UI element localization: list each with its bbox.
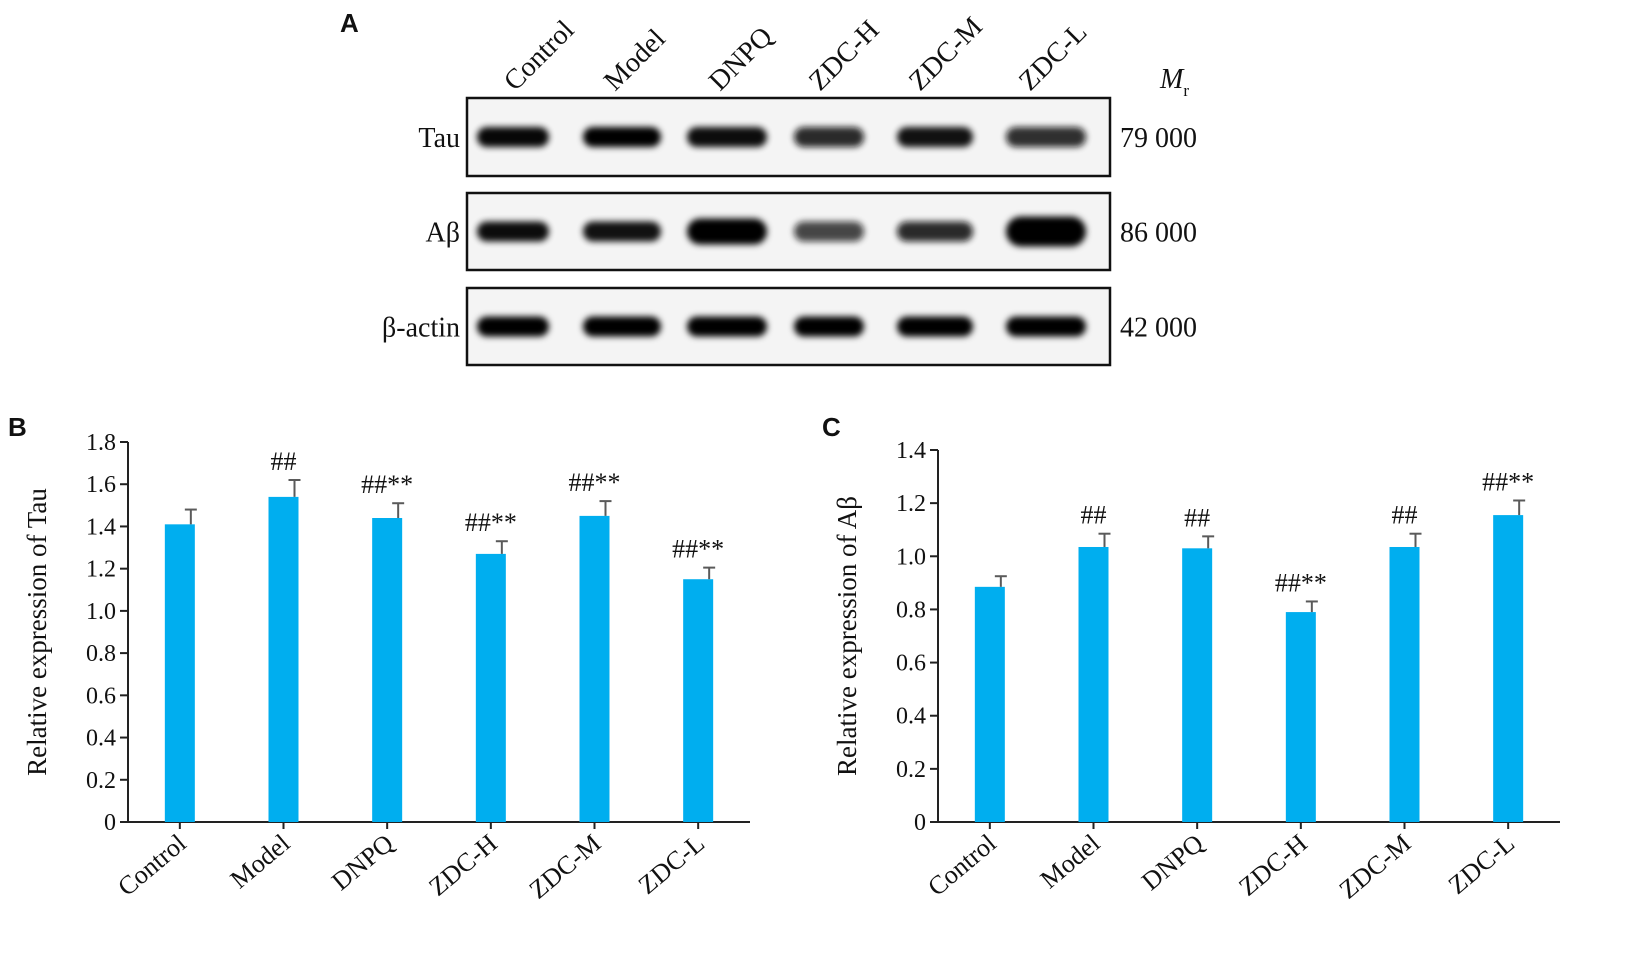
blot-band [477, 316, 549, 337]
significance-label: ##** [1275, 568, 1327, 597]
mr-label: Mr [1159, 64, 1189, 100]
blot-row: Aβ 86 000 [426, 191, 1197, 272]
mr-symbol: M [1159, 64, 1185, 95]
y-tick-label: 0.4 [896, 704, 926, 730]
panel-a-label: A [340, 8, 359, 38]
blot-band [477, 221, 549, 242]
blot-lane-label: ZDC-H [803, 15, 885, 97]
y-tick-label: 0.8 [86, 641, 116, 667]
x-category-label: ZDC-M [524, 828, 607, 904]
bar [268, 496, 299, 822]
significance-label: ## [1392, 501, 1418, 530]
blot-band [794, 127, 864, 147]
bar [372, 518, 403, 822]
bar [1285, 612, 1316, 822]
blot-band [897, 221, 973, 242]
x-category-label: ZDC-H [423, 828, 503, 901]
x-category-label: Control [922, 828, 1002, 901]
blot-band [1006, 216, 1086, 247]
blot-membrane [465, 286, 1112, 367]
y-tick-label: 0.6 [86, 683, 116, 709]
blot-band [897, 316, 973, 337]
y-tick-label: 1.2 [896, 491, 926, 517]
x-category-label: ZDC-H [1233, 828, 1313, 901]
blot-mw-label: 79 000 [1120, 123, 1197, 154]
mr-subscript: r [1183, 81, 1189, 100]
significance-label: ##** [569, 468, 621, 497]
western-blot-panel: Control Model DNPQ ZDC-H ZDC-M ZDC-L Mr Tau 79… [382, 11, 1197, 367]
y-tick-label: 0 [104, 810, 116, 836]
panel-c-label: C [822, 412, 841, 442]
bar [579, 515, 610, 822]
blot-band [687, 316, 767, 337]
x-category-label: Model [1035, 828, 1106, 894]
x-category-label: Model [225, 828, 296, 894]
y-tick-label: 1.8 [86, 430, 116, 456]
significance-label: ## [1081, 501, 1107, 530]
significance-label: ##** [1482, 467, 1534, 496]
bar [1389, 546, 1420, 822]
y-tick-label: 0.6 [896, 651, 926, 677]
blot-lane-label: ZDC-M [903, 11, 989, 97]
y-tick-label: 1.2 [86, 557, 116, 583]
bar [1182, 548, 1213, 822]
blot-lane-label: DNPQ [703, 21, 779, 97]
x-category-label: DNPQ [1136, 828, 1209, 896]
y-tick-label: 0.2 [896, 757, 926, 783]
y-tick-label: 1.0 [86, 599, 116, 625]
significance-label: ##** [465, 508, 517, 537]
blot-band [1006, 127, 1086, 147]
blot-band [1006, 316, 1086, 337]
bar [1078, 546, 1109, 822]
y-tick-label: 1.6 [86, 472, 116, 498]
blot-band [477, 127, 549, 147]
y-tick-label: 1.4 [86, 514, 116, 540]
blot-lane-label: Control [498, 14, 581, 97]
x-category-label: ZDC-L [1443, 828, 1520, 899]
blot-lane-label: Model [598, 23, 672, 97]
y-tick-label: 0.2 [86, 768, 116, 794]
blot-band [687, 218, 767, 245]
blot-mw-label: 42 000 [1120, 313, 1197, 344]
y-axis-title: Relative expression of Aβ [832, 496, 862, 776]
y-tick-label: 1.0 [896, 544, 926, 570]
bar [475, 553, 506, 822]
blot-row: Tau 79 000 [418, 96, 1197, 178]
significance-label: ##** [361, 470, 413, 499]
blot-lane-label: ZDC-L [1013, 17, 1093, 97]
blot-band [583, 221, 661, 242]
blot-band [583, 127, 661, 147]
blot-mw-label: 86 000 [1120, 218, 1197, 249]
x-category-label: Control [112, 828, 192, 901]
panel-b-label: B [8, 412, 27, 442]
bar [164, 524, 195, 822]
blot-membrane [465, 191, 1112, 272]
x-category-label: DNPQ [326, 828, 399, 896]
blot-band [794, 316, 864, 337]
blot-band [794, 221, 864, 242]
blot-membrane [465, 96, 1112, 178]
blot-band [897, 127, 973, 147]
blot-band [583, 316, 661, 337]
significance-label: ## [1184, 503, 1210, 532]
bar [1493, 515, 1524, 822]
blot-row: β-actin 42 000 [382, 286, 1197, 367]
blot-row-label: Tau [418, 123, 460, 154]
x-category-label: ZDC-L [633, 828, 710, 899]
blot-row-label: Aβ [426, 218, 460, 249]
y-tick-label: 0.8 [896, 597, 926, 623]
y-tick-label: 1.4 [896, 438, 926, 464]
chart-abeta-expression: 0 0.2 0.4 0.6 0.8 1.0 1.2 1.4 Relative expressio… [832, 438, 1560, 904]
y-tick-label: 0.4 [86, 726, 116, 752]
y-tick-label: 0 [914, 810, 926, 836]
blot-band [687, 127, 767, 147]
bar [974, 586, 1005, 822]
significance-label: ##** [672, 535, 724, 564]
x-category-label: ZDC-M [1334, 828, 1417, 904]
bar [683, 579, 714, 822]
y-axis-title: Relative expression of Tau [22, 488, 52, 776]
blot-row-label: β-actin [382, 313, 460, 344]
chart-tau-expression: 0 0.2 0.4 0.6 0.8 1.0 1.2 1.4 1.6 1.8 Relative exp… [22, 430, 750, 904]
significance-label: ## [271, 447, 297, 476]
